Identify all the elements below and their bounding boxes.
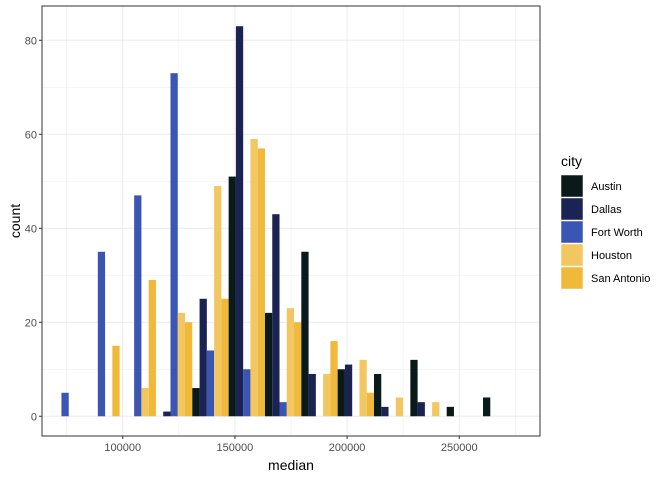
bar — [272, 214, 280, 417]
bar — [61, 392, 69, 417]
legend-items: Austin Dallas Fort Worth Houston San Antonio — [560, 174, 650, 290]
legend-label: Houston — [591, 250, 632, 262]
bar — [432, 402, 440, 417]
bar — [366, 392, 374, 417]
bar — [381, 406, 389, 417]
bar — [323, 373, 331, 417]
bar — [221, 298, 229, 417]
x-axis: 100000 150000 200000 250000 — [104, 436, 478, 454]
legend-swatch — [560, 197, 584, 221]
bar — [359, 359, 367, 417]
bar — [199, 298, 207, 417]
bar — [97, 251, 106, 417]
x-tick-label: 200000 — [329, 442, 366, 454]
bar — [337, 369, 345, 417]
legend-swatch — [560, 220, 584, 244]
x-tick-label: 100000 — [104, 442, 141, 454]
x-tick-label: 150000 — [217, 442, 254, 454]
legend-swatch — [560, 266, 584, 290]
bar — [257, 148, 265, 417]
bar — [308, 373, 316, 417]
legend: city Austin Dallas Fort Worth Houston San An… — [560, 153, 650, 290]
legend-swatch — [560, 243, 584, 267]
bar — [294, 322, 302, 417]
panel-border — [41, 5, 541, 437]
legend-label: Dallas — [591, 204, 622, 216]
bar — [228, 176, 236, 417]
x-axis-title: median — [268, 457, 314, 473]
bar — [264, 312, 273, 417]
bar — [417, 402, 425, 417]
bar — [148, 279, 156, 417]
y-tick-label: 20 — [25, 317, 37, 329]
y-axis-title: count — [7, 204, 23, 238]
bar — [374, 373, 382, 417]
legend-title: city — [561, 153, 582, 169]
bar — [185, 322, 193, 417]
bar — [395, 397, 404, 417]
bar — [410, 359, 418, 417]
y-tick-label: 40 — [25, 223, 37, 235]
bar — [141, 388, 149, 417]
bar — [235, 26, 244, 417]
bar — [330, 341, 338, 417]
bar — [163, 411, 171, 417]
bars-layer — [61, 26, 491, 417]
bar — [483, 397, 491, 417]
bar — [250, 138, 258, 417]
bar — [206, 350, 215, 417]
bar — [446, 406, 454, 417]
plot-panel — [41, 5, 541, 437]
legend-label: Austin — [591, 181, 622, 193]
y-tick-label: 60 — [25, 129, 37, 141]
bar — [214, 185, 222, 417]
bar — [344, 364, 353, 417]
bar — [177, 312, 186, 417]
bar — [279, 402, 287, 417]
bar — [192, 388, 200, 417]
legend-label: San Antonio — [591, 273, 650, 285]
y-axis: 0 20 40 60 80 — [25, 35, 42, 423]
x-tick-label: 250000 — [441, 442, 478, 454]
y-tick-label: 0 — [31, 411, 37, 423]
bar — [112, 345, 120, 417]
bar — [170, 73, 178, 417]
legend-swatch — [560, 174, 584, 198]
y-tick-label: 80 — [25, 35, 37, 47]
legend-label: Fort Worth — [591, 227, 643, 239]
bar — [134, 195, 142, 417]
bar — [243, 369, 251, 417]
bar — [286, 308, 295, 417]
bar — [301, 251, 309, 417]
